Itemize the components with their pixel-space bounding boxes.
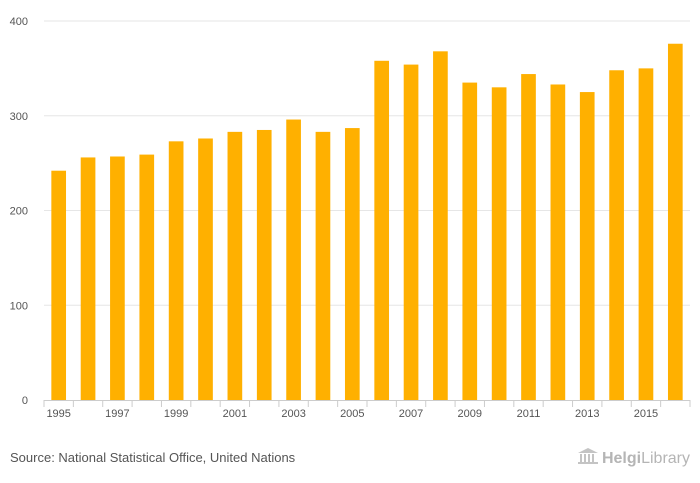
x-tick-label: 2011 (517, 408, 541, 420)
bar-2003 (286, 119, 301, 400)
bar-2007 (403, 64, 419, 401)
y-tick-label: 200 (10, 206, 28, 218)
bar-2002 (256, 129, 272, 400)
bar-2011 (521, 74, 536, 400)
bar-2005 (344, 128, 360, 400)
bar-2009 (462, 82, 478, 401)
x-tick-label: 2009 (458, 408, 482, 420)
y-tick-label: 300 (10, 111, 28, 123)
bar-2004 (315, 131, 331, 401)
bar-1995 (51, 170, 67, 400)
x-tick-label: 2001 (223, 408, 247, 420)
x-tick-label: 1999 (164, 408, 188, 420)
y-tick-label: 0 (22, 395, 28, 407)
brand-logo: HelgiLibrary (577, 447, 690, 470)
axis-layer: 0 100 200 300 400 1995 1997 1999 2001 2003 2005 200… (10, 16, 691, 420)
bar-2013 (579, 92, 595, 400)
bar-2008 (433, 51, 448, 400)
bar-2001 (227, 131, 243, 401)
library-columns-icon (577, 447, 599, 470)
bar-2012 (550, 84, 566, 401)
bar-1997 (110, 156, 125, 400)
x-tick-label: 2015 (634, 408, 658, 420)
bar-1998 (139, 154, 155, 400)
bar-2015 (638, 68, 654, 400)
brand-name: HelgiLibrary (601, 449, 690, 467)
y-tick-label: 100 (10, 300, 28, 312)
bar-2006 (374, 60, 390, 401)
bar-1999 (168, 141, 184, 400)
source-note: Source: National Statistical Office, Uni… (10, 450, 296, 465)
x-tick-label: 1995 (46, 408, 70, 420)
bar-1996 (80, 157, 96, 400)
x-tick-label: 2003 (281, 408, 305, 420)
bars-layer (51, 43, 683, 401)
x-tick-label: 2013 (575, 408, 599, 420)
bar-2000 (198, 138, 213, 401)
x-tick-label: 1997 (105, 408, 129, 420)
bar-2016 (667, 43, 683, 401)
bar-2014 (609, 70, 624, 401)
x-tick-label: 2007 (399, 408, 423, 420)
x-tick-label: 2005 (340, 408, 364, 420)
bar-2010 (491, 87, 507, 400)
y-tick-label: 400 (10, 16, 28, 28)
